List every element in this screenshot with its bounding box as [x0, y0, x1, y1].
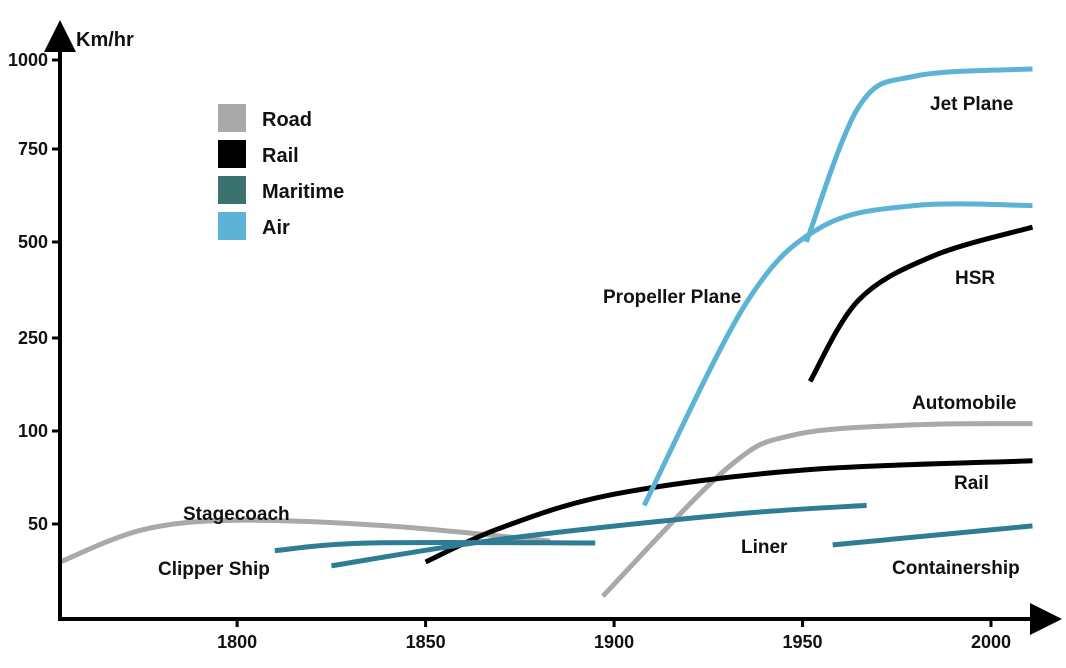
legend-label-road: Road [262, 109, 312, 131]
tick-layer: 1800 1850 1900 1950 2000 50 100 250 500 750 1000 [8, 50, 1011, 652]
y-tick-label: 750 [18, 139, 48, 159]
series-label-liner: Liner [741, 537, 788, 558]
x-tick-label: 2000 [971, 632, 1011, 652]
series-line-rail [424, 458, 1033, 565]
series-labels: Stagecoach Automobile Rail HSR Clipper Ship L… [158, 94, 1020, 580]
series-label-propeller-plane: Propeller Plane [603, 287, 741, 308]
series-line-containership [832, 523, 1033, 548]
series-label-clipper-ship: Clipper Ship [158, 559, 270, 580]
x-tick-label: 1950 [783, 632, 823, 652]
x-tick-label: 1850 [406, 632, 446, 652]
legend-swatch-air [218, 212, 246, 240]
y-tick-label: 50 [28, 514, 48, 534]
series-line-automobile [601, 421, 1033, 598]
y-axis-unit-label: Km/hr [76, 29, 134, 51]
series-label-rail: Rail [954, 473, 989, 494]
series-line-stagecoach [59, 517, 551, 565]
x-tick-label: 1900 [594, 632, 634, 652]
legend-label-maritime: Maritime [262, 181, 344, 203]
legend-swatch-maritime [218, 176, 246, 204]
series-label-jet-plane: Jet Plane [930, 94, 1013, 115]
series-line-hsr [807, 224, 1034, 383]
series-label-hsr: HSR [955, 268, 995, 289]
legend: Road Rail Maritime Air [218, 104, 344, 240]
series-layer [59, 66, 1034, 598]
series-label-stagecoach: Stagecoach [183, 504, 290, 525]
legend-swatch-rail [218, 140, 246, 168]
legend-label-rail: Rail [262, 145, 299, 167]
y-tick-label: 1000 [8, 50, 48, 70]
series-line-jet-plane [803, 66, 1033, 243]
series-line-liner [331, 502, 867, 569]
y-tick-label: 250 [18, 328, 48, 348]
x-tick-label: 1800 [217, 632, 257, 652]
legend-swatch-road [218, 104, 246, 132]
series-label-automobile: Automobile [912, 393, 1017, 414]
series-line-clipper-ship [274, 539, 596, 554]
y-tick-label: 100 [18, 421, 48, 441]
legend-label-air: Air [262, 217, 290, 239]
series-label-containership: Containership [892, 558, 1020, 579]
y-tick-label: 500 [18, 232, 48, 252]
